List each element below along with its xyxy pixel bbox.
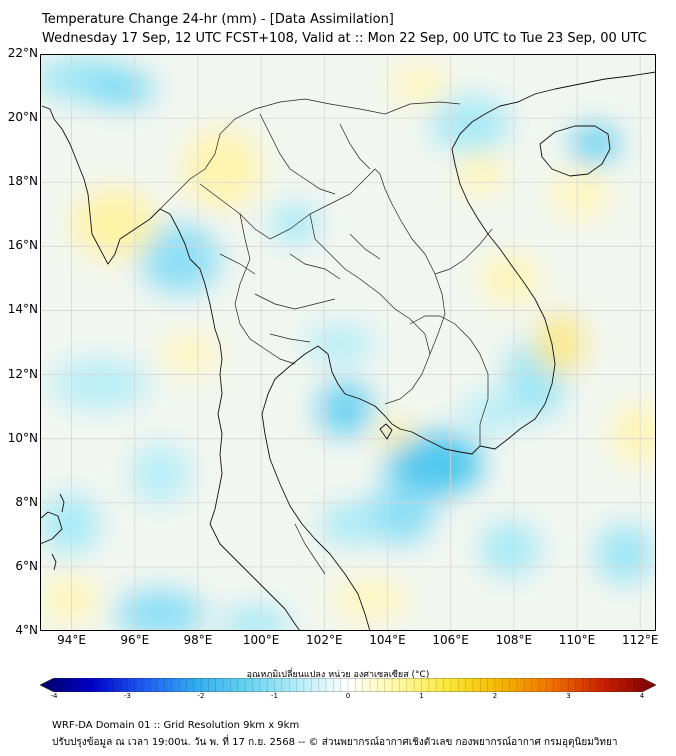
longitude-label: 100°E <box>242 633 280 647</box>
longitude-label: 108°E <box>495 633 533 647</box>
colorbar-tick-label: 2 <box>492 692 498 700</box>
colorbar-tick-label: 1 <box>419 692 424 700</box>
colorbar-tick-label: -1 <box>271 692 278 700</box>
latitude-label: 6°N <box>15 558 38 573</box>
longitude-label: 96°E <box>120 633 150 647</box>
latitude-label: 22°N <box>7 46 38 60</box>
colorbar-tick-label: 3 <box>566 692 571 700</box>
map-panel <box>40 54 656 631</box>
colorbar-tick-label: -4 <box>50 692 58 700</box>
coastlines <box>40 71 656 631</box>
footer-model-info: WRF-DA Domain 01 :: Grid Resolution 9km … <box>52 720 300 731</box>
colorbar-tick-label: 4 <box>639 692 645 700</box>
latitude-label: 14°N <box>7 302 38 317</box>
colorbar-tick-label: -2 <box>197 692 205 700</box>
latitude-label: 4°N <box>15 623 38 637</box>
colorbar-tick-label: -3 <box>124 692 131 700</box>
latitude-label: 12°N <box>7 366 38 381</box>
latitude-label: 10°N <box>7 430 38 445</box>
map-frame <box>40 54 656 631</box>
longitude-label: 110°E <box>558 633 596 647</box>
longitude-label: 98°E <box>183 633 213 647</box>
colorbar-title: อุณหภูมิเปลี่ยนแปลง หน่วย องศาเซลเซียส (… <box>246 670 430 680</box>
latitude-label: 16°N <box>7 238 38 253</box>
colorbar-tick-label: 0 <box>345 692 351 700</box>
map-subtitle: Wednesday 17 Sep, 12 UTC FCST+108, Valid… <box>42 31 647 46</box>
footer-update-info: ปรับปรุงข้อมูล ณ เวลา 19:00น. วัน พ. ที่… <box>52 737 618 748</box>
longitude-label: 102°E <box>306 633 343 647</box>
longitude-label: 104°E <box>369 633 406 647</box>
latitude-label: 20°N <box>7 110 38 125</box>
longitude-label: 112°E <box>621 633 659 647</box>
longitude-label: 94°E <box>57 633 86 647</box>
longitude-label: 106°E <box>432 633 469 647</box>
latitude-label: 8°N <box>15 494 38 509</box>
colorbar <box>40 678 656 692</box>
country-borders <box>159 98 493 575</box>
latitude-label: 18°N <box>7 174 38 189</box>
map-title: Temperature Change 24-hr (mm) - [Data As… <box>42 12 394 27</box>
